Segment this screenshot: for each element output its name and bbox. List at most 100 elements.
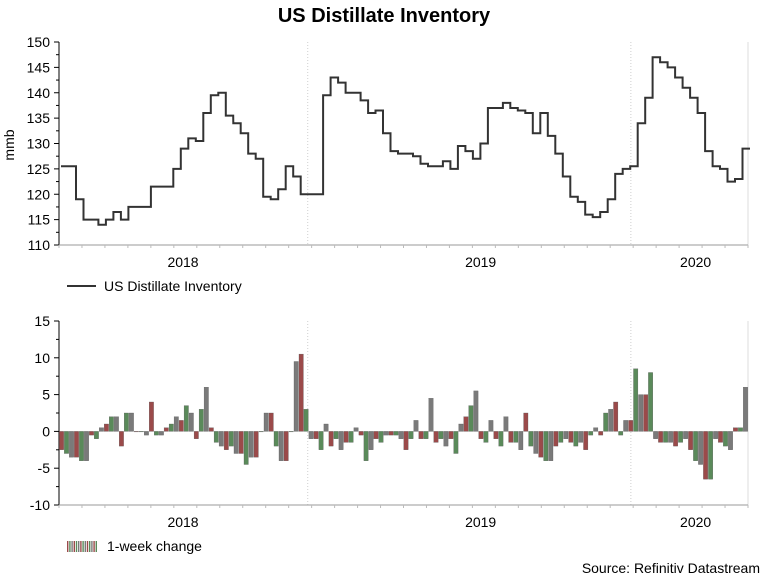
legend-bar-swatch-stripe xyxy=(75,541,78,552)
bar-1-week-change xyxy=(458,423,464,432)
legend-bar-swatch-stripe xyxy=(93,541,95,552)
top-y-tick-label: 145 xyxy=(27,59,51,75)
bottom-y-tick-label: -5 xyxy=(38,460,51,476)
top-y-tick-label: 120 xyxy=(27,186,51,202)
bar-1-week-change xyxy=(398,431,404,439)
bar-1-week-change xyxy=(608,409,614,432)
bar-1-week-change xyxy=(643,394,649,432)
legend-bar-swatch-stripe xyxy=(91,541,93,552)
bar-1-week-change xyxy=(598,431,604,436)
bar-1-week-change xyxy=(119,431,124,447)
legend-bar-swatch-stripe xyxy=(82,541,84,552)
bar-1-week-change xyxy=(738,427,743,432)
bar-1-week-change xyxy=(159,431,164,436)
bar-1-week-change xyxy=(84,431,89,461)
bar-1-week-change xyxy=(288,431,294,433)
bar-1-week-change xyxy=(468,405,474,432)
bar-1-week-change xyxy=(573,431,579,447)
bar-1-week-change xyxy=(638,394,644,432)
bar-1-week-change xyxy=(154,431,159,436)
bar-1-week-change xyxy=(518,431,524,450)
top-x-tick-label: 2019 xyxy=(465,254,496,270)
bar-1-week-change xyxy=(698,431,703,465)
bar-1-week-change xyxy=(443,431,449,447)
bar-1-week-change xyxy=(343,431,349,443)
series-line-us-distillate-inventory xyxy=(61,56,750,226)
bar-1-week-change xyxy=(79,431,84,461)
bar-1-week-change xyxy=(708,431,713,480)
bar-1-week-change xyxy=(203,387,209,432)
bar-1-week-change xyxy=(678,431,683,443)
bar-1-week-change xyxy=(438,431,444,439)
bar-1-week-change xyxy=(378,431,384,443)
bar-1-week-change xyxy=(653,431,658,439)
bar-1-week-change xyxy=(508,431,514,443)
bar-1-week-change xyxy=(173,416,179,432)
bar-1-week-change xyxy=(218,431,224,447)
bar-1-week-change xyxy=(233,431,239,454)
bar-1-week-change xyxy=(553,431,559,447)
bottom-grid xyxy=(307,321,749,505)
bar-1-week-change xyxy=(293,361,299,432)
bar-1-week-change xyxy=(433,431,439,443)
top-legend: US Distillate Inventory xyxy=(67,278,242,294)
bar-1-week-change xyxy=(109,416,114,432)
bar-1-week-change xyxy=(668,431,673,443)
bar-1-week-change xyxy=(733,427,738,432)
bar-1-week-change xyxy=(333,431,339,439)
bar-1-week-change xyxy=(338,431,344,450)
bar-1-week-change xyxy=(149,401,154,432)
bar-1-week-change xyxy=(463,416,469,432)
bar-1-week-change xyxy=(208,427,214,432)
legend-bar-swatch-stripe xyxy=(67,541,69,552)
bar-1-week-change xyxy=(703,431,708,480)
bar-1-week-change xyxy=(683,431,688,439)
bar-1-week-change xyxy=(588,431,594,436)
bar-1-week-change xyxy=(478,431,484,439)
top-axis: 110 115 120 125 130 135 140 145 150 2018 2019 2020 xyxy=(27,34,749,270)
bottom-y-tick-label: 10 xyxy=(34,350,50,366)
bar-1-week-change xyxy=(144,431,149,436)
bar-1-week-change xyxy=(183,405,189,432)
top-y-tick-label: 115 xyxy=(28,212,51,228)
bar-1-week-change xyxy=(99,427,104,432)
bar-1-week-change xyxy=(139,431,144,433)
legend-bar-swatch-stripe xyxy=(84,541,86,552)
bar-1-week-change xyxy=(513,431,519,443)
bar-1-week-change xyxy=(473,390,479,432)
bar-1-week-change xyxy=(243,431,249,465)
bar-1-week-change xyxy=(303,409,309,432)
bar-1-week-change xyxy=(353,427,359,432)
bottom-x-tick-label: 2018 xyxy=(167,514,198,530)
bar-1-week-change xyxy=(94,431,99,439)
bar-1-week-change xyxy=(453,431,459,454)
top-grid xyxy=(307,42,749,245)
bar-1-week-change xyxy=(373,431,379,439)
top-y-axis-label: mmb xyxy=(1,129,17,160)
top-y-tick-label: 130 xyxy=(27,136,51,152)
bar-1-week-change xyxy=(648,372,653,432)
bar-1-week-change xyxy=(408,431,414,439)
bar-1-week-change xyxy=(188,412,194,432)
bar-1-week-change xyxy=(628,420,634,432)
bar-1-week-change xyxy=(488,420,494,432)
bar-1-week-change xyxy=(618,431,624,436)
bar-1-week-change xyxy=(163,427,169,432)
legend-bar-swatch-stripe xyxy=(73,541,75,552)
legend-bar-swatch-stripe xyxy=(80,541,82,552)
top-x-tick-label: 2020 xyxy=(680,254,711,270)
chart-title: US Distillate Inventory xyxy=(278,5,491,27)
bar-1-week-change xyxy=(503,416,509,432)
top-series xyxy=(61,56,750,226)
legend-bar-swatch-stripe xyxy=(69,541,71,552)
bottom-axis: -10 -5 0 5 10 15 2018 2019 2020 xyxy=(30,313,749,530)
bar-1-week-change xyxy=(403,431,409,450)
top-y-tick-label: 125 xyxy=(27,161,51,177)
bar-1-week-change xyxy=(538,431,544,458)
bar-1-week-change xyxy=(593,427,599,432)
bar-1-week-change xyxy=(253,431,259,458)
bar-1-week-change xyxy=(388,431,394,436)
bar-1-week-change xyxy=(323,423,329,432)
bottom-x-tick-label: 2020 xyxy=(680,514,711,530)
